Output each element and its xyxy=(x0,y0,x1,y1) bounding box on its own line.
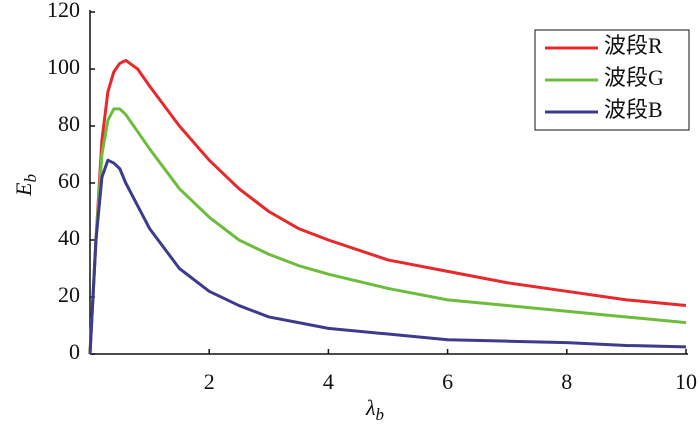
series-line xyxy=(88,58,687,355)
legend-label: 波段R xyxy=(604,33,663,58)
y-tick-label: 80 xyxy=(58,111,80,136)
legend-label: 波段G xyxy=(604,65,664,90)
x-tick-label: 4 xyxy=(323,369,334,394)
y-tick-label: 40 xyxy=(58,225,80,250)
y-tick-label: 120 xyxy=(47,0,80,22)
y-label-sub: b xyxy=(21,174,40,183)
series-line xyxy=(88,158,687,355)
x-tick-label: 10 xyxy=(675,369,697,394)
legend-label: 波段B xyxy=(604,97,663,122)
y-tick-label: 20 xyxy=(58,282,80,307)
y-tick-label: 60 xyxy=(58,168,80,193)
y-label-main: E xyxy=(11,182,36,197)
x-axis-label: λb xyxy=(365,395,384,424)
y-tick-label: 100 xyxy=(47,54,80,79)
x-tick-label: 6 xyxy=(442,369,453,394)
y-tick-label: 0 xyxy=(69,339,80,364)
x-tick-label: 8 xyxy=(561,369,572,394)
x-label-sub: b xyxy=(376,405,385,424)
y-axis-label: Eb xyxy=(11,174,40,197)
x-label-main: λ xyxy=(365,395,376,420)
series-line xyxy=(88,107,687,355)
x-tick-label: 2 xyxy=(204,369,215,394)
